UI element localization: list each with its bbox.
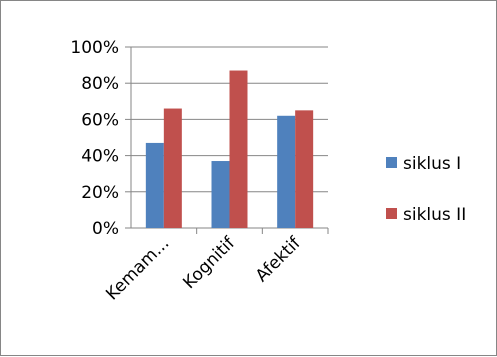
y-tick-label: 40% [81, 147, 119, 167]
x-tick-label: Afektif [252, 233, 306, 287]
bar [211, 161, 230, 228]
bar [145, 142, 164, 228]
legend: siklus I siklus II [386, 154, 466, 225]
bars [145, 70, 314, 228]
y-tick-label: 0% [92, 219, 119, 239]
x-tick-label: Kognitif [179, 233, 239, 293]
y-tick-label: 60% [81, 110, 119, 130]
bar [229, 70, 248, 228]
legend-swatch [386, 208, 397, 219]
y-tick-labels: 0% 20% 40% 60% 80% 100% [70, 38, 119, 239]
x-tick-labels: Kemam... Kognitif Afektif [102, 233, 305, 305]
bar [277, 115, 296, 228]
legend-label: siklus II [403, 205, 466, 225]
y-tick-label: 80% [81, 74, 119, 94]
bar [163, 108, 182, 228]
bar [295, 110, 314, 228]
legend-label: siklus I [403, 154, 461, 174]
legend-swatch [386, 157, 397, 168]
x-tick-label: Kemam... [102, 233, 173, 304]
y-tick-label: 100% [70, 38, 119, 58]
y-tick-label: 20% [81, 183, 119, 203]
